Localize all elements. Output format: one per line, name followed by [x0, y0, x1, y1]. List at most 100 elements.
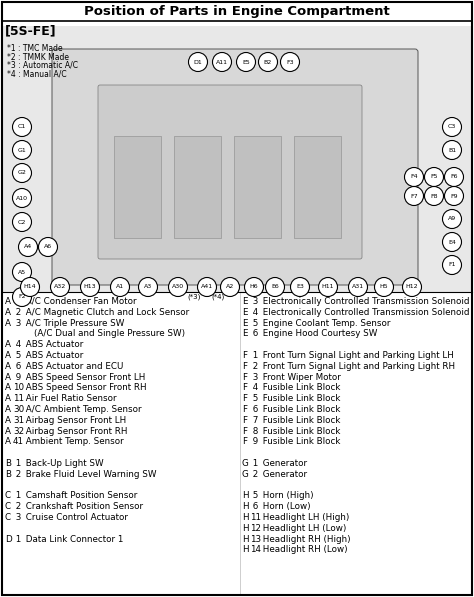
Text: 2: 2 — [250, 470, 258, 479]
FancyBboxPatch shape — [234, 136, 281, 238]
Text: 6: 6 — [250, 405, 258, 414]
Text: H: H — [242, 491, 249, 500]
Text: 4: 4 — [250, 308, 258, 317]
Text: A3: A3 — [144, 285, 152, 290]
Text: C: C — [5, 502, 11, 511]
Text: A: A — [5, 383, 11, 392]
Text: H11: H11 — [322, 285, 334, 290]
FancyBboxPatch shape — [2, 2, 472, 21]
Text: [5S-FE]: [5S-FE] — [5, 24, 56, 37]
Circle shape — [212, 53, 231, 72]
Circle shape — [443, 140, 462, 159]
Text: 6: 6 — [250, 502, 258, 511]
Circle shape — [291, 278, 310, 297]
Circle shape — [18, 238, 37, 257]
Text: Headlight LH (Low): Headlight LH (Low) — [260, 524, 346, 533]
Text: C1: C1 — [18, 125, 26, 130]
Text: E: E — [242, 297, 247, 306]
Text: A: A — [5, 297, 11, 306]
Text: (A/C Dual and Single Pressure SW): (A/C Dual and Single Pressure SW) — [23, 330, 185, 338]
Circle shape — [38, 238, 57, 257]
Text: Camshaft Position Sensor: Camshaft Position Sensor — [23, 491, 137, 500]
Circle shape — [12, 263, 31, 282]
Text: Air Fuel Ratio Sensor: Air Fuel Ratio Sensor — [23, 394, 117, 403]
Circle shape — [402, 278, 421, 297]
Text: Engine Coolant Temp. Sensor: Engine Coolant Temp. Sensor — [260, 319, 391, 328]
Text: H: H — [242, 502, 249, 511]
Text: Fusible Link Block: Fusible Link Block — [260, 394, 340, 403]
Circle shape — [12, 140, 31, 159]
Circle shape — [319, 278, 337, 297]
Text: F: F — [242, 351, 247, 360]
Text: 9: 9 — [250, 438, 258, 447]
Circle shape — [258, 53, 277, 72]
Text: G1: G1 — [18, 147, 27, 152]
Text: ABS Speed Sensor Front LH: ABS Speed Sensor Front LH — [23, 373, 146, 381]
Circle shape — [110, 278, 129, 297]
Text: Headlight LH (High): Headlight LH (High) — [260, 513, 349, 522]
Circle shape — [348, 278, 367, 297]
Text: A2: A2 — [226, 285, 234, 290]
Text: A: A — [5, 308, 11, 317]
Circle shape — [189, 53, 208, 72]
Text: Ambient Temp. Sensor: Ambient Temp. Sensor — [23, 438, 124, 447]
Text: A: A — [5, 362, 11, 371]
Text: 3: 3 — [13, 319, 21, 328]
Text: A/C Triple Pressure SW: A/C Triple Pressure SW — [23, 319, 124, 328]
Text: A/C Condenser Fan Motor: A/C Condenser Fan Motor — [23, 297, 137, 306]
Text: A5: A5 — [18, 269, 26, 275]
Circle shape — [12, 288, 31, 306]
Text: H14: H14 — [24, 285, 36, 290]
Text: F: F — [242, 362, 247, 371]
Text: F: F — [242, 373, 247, 381]
Text: Generator: Generator — [260, 470, 307, 479]
Circle shape — [443, 118, 462, 137]
Text: 11: 11 — [250, 513, 261, 522]
Text: 2: 2 — [13, 502, 21, 511]
Text: 1: 1 — [250, 351, 258, 360]
Text: 13: 13 — [250, 534, 261, 544]
Circle shape — [404, 186, 423, 205]
Text: *4 : Manual A/C: *4 : Manual A/C — [7, 69, 67, 78]
Text: A11: A11 — [216, 60, 228, 64]
Circle shape — [443, 256, 462, 275]
Text: E5: E5 — [242, 60, 250, 64]
Text: E6: E6 — [271, 285, 279, 290]
FancyBboxPatch shape — [52, 49, 418, 285]
Text: Headlight RH (High): Headlight RH (High) — [260, 534, 351, 544]
Text: Horn (High): Horn (High) — [260, 491, 314, 500]
Text: D: D — [5, 534, 12, 544]
Text: Electronically Controlled Transmission Solenoid: Electronically Controlled Transmission S… — [260, 308, 470, 317]
Text: A: A — [5, 340, 11, 349]
Text: H12: H12 — [406, 285, 419, 290]
Circle shape — [425, 186, 444, 205]
Text: Position of Parts in Engine Compartment: Position of Parts in Engine Compartment — [84, 5, 390, 18]
Text: 1: 1 — [13, 534, 21, 544]
Text: 1: 1 — [13, 491, 21, 500]
Circle shape — [12, 213, 31, 232]
Text: 4: 4 — [13, 340, 21, 349]
Text: A9: A9 — [448, 217, 456, 221]
Circle shape — [168, 278, 188, 297]
Text: *1 : TMC Made: *1 : TMC Made — [7, 44, 63, 53]
Circle shape — [281, 53, 300, 72]
Text: F: F — [242, 405, 247, 414]
Text: Fusible Link Block: Fusible Link Block — [260, 383, 340, 392]
Text: 3: 3 — [13, 513, 21, 522]
Text: 4: 4 — [250, 383, 258, 392]
Text: *3 : Automatic A/C: *3 : Automatic A/C — [7, 61, 78, 70]
Text: 14: 14 — [250, 546, 261, 555]
Circle shape — [12, 189, 31, 208]
FancyBboxPatch shape — [294, 136, 341, 238]
Circle shape — [138, 278, 157, 297]
Circle shape — [445, 186, 464, 205]
Text: F7: F7 — [410, 193, 418, 198]
Text: 1: 1 — [13, 459, 21, 468]
Text: 6: 6 — [13, 362, 21, 371]
Text: A: A — [5, 438, 11, 447]
Text: A41: A41 — [201, 285, 213, 290]
Text: Horn (Low): Horn (Low) — [260, 502, 310, 511]
Text: Fusible Link Block: Fusible Link Block — [260, 438, 340, 447]
Text: 9: 9 — [13, 373, 21, 381]
Text: 5: 5 — [250, 491, 258, 500]
